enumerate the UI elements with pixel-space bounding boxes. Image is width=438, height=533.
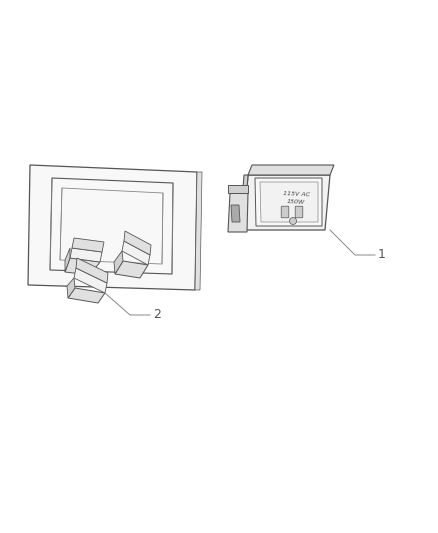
Polygon shape [65,258,100,275]
FancyBboxPatch shape [295,206,303,218]
Text: 2: 2 [153,309,161,321]
Text: 150W: 150W [287,199,305,205]
Text: 1: 1 [378,248,386,262]
Polygon shape [260,182,318,222]
Polygon shape [114,251,123,274]
Polygon shape [74,268,107,293]
Polygon shape [68,288,105,303]
Polygon shape [60,188,163,264]
Polygon shape [124,231,151,255]
Polygon shape [76,258,108,283]
Polygon shape [240,175,248,230]
FancyBboxPatch shape [281,206,289,218]
Polygon shape [244,175,330,230]
Polygon shape [231,205,240,222]
Polygon shape [195,172,202,290]
Polygon shape [72,238,104,252]
Polygon shape [28,165,197,290]
Polygon shape [67,278,75,298]
Polygon shape [65,248,70,272]
Polygon shape [248,165,334,175]
Polygon shape [228,193,248,232]
Polygon shape [50,178,173,274]
Polygon shape [115,261,148,278]
Polygon shape [70,248,102,262]
Circle shape [290,217,297,224]
Polygon shape [122,241,150,265]
Polygon shape [255,178,322,226]
Text: 115V AC: 115V AC [283,191,310,197]
Polygon shape [228,185,248,193]
